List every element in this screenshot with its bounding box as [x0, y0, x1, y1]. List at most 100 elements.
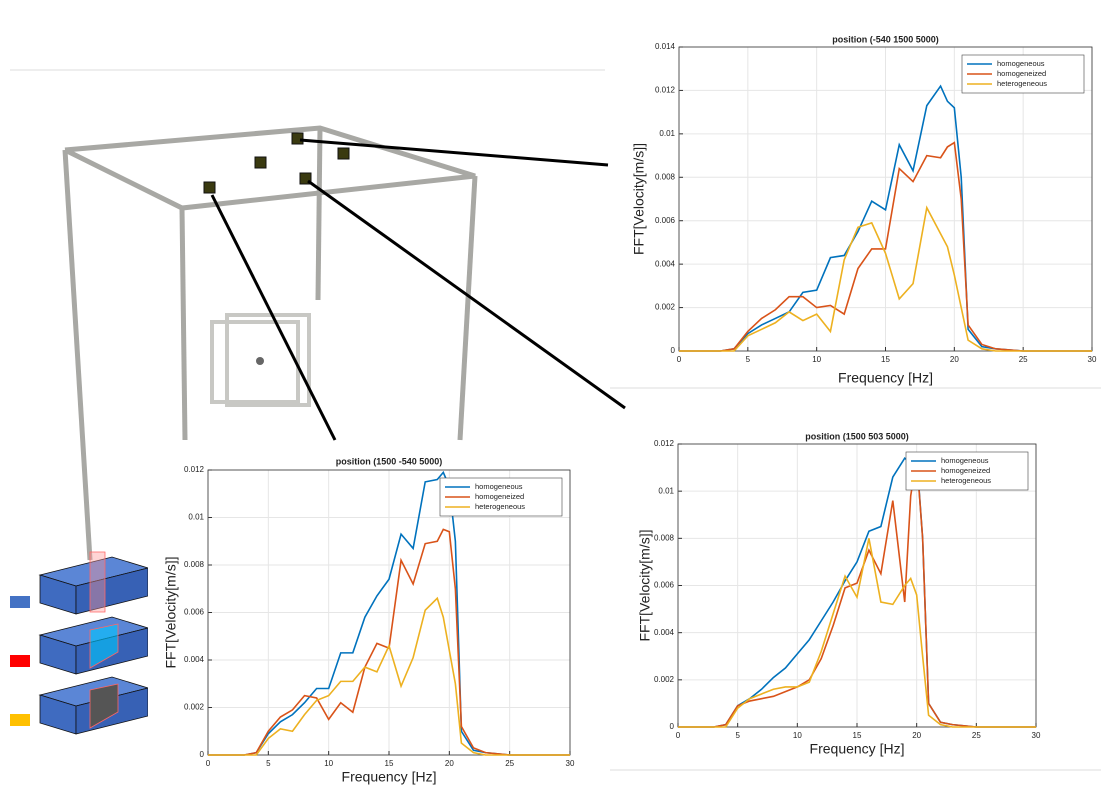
swatch [10, 655, 30, 667]
x-axis-label: Frequency [Hz] [342, 769, 437, 785]
y-tick-label: 0.002 [184, 703, 205, 712]
y-axis-label: FFT[Velocity[m/s]] [163, 556, 179, 668]
box-edge [315, 127, 323, 301]
x-tick-label: 20 [950, 355, 959, 364]
pointer [307, 179, 626, 410]
x-tick-label: 10 [812, 355, 821, 364]
y-tick-label: 0.008 [655, 172, 676, 181]
x-tick-label: 0 [206, 759, 211, 768]
receiver [299, 172, 312, 185]
y-tick-label: 0.006 [655, 216, 676, 225]
y-tick-label: 0.002 [654, 675, 675, 684]
legend-label: homogeneized [997, 69, 1046, 78]
pointer [299, 138, 609, 167]
x-tick-label: 20 [445, 759, 454, 768]
pointer [210, 194, 337, 441]
x-tick-label: 30 [1032, 731, 1041, 740]
block [38, 551, 150, 615]
legend-label: homogeneous [941, 456, 989, 465]
outer-box [62, 125, 478, 561]
y-tick-label: 0.01 [658, 486, 674, 495]
y-tick-label: 0 [200, 750, 205, 759]
x-tick-label: 5 [266, 759, 271, 768]
axes-box [207, 469, 571, 756]
inner-box [210, 313, 311, 407]
x-tick-label: 20 [912, 731, 921, 740]
receiver [254, 156, 267, 169]
x-tick-label: 5 [735, 731, 740, 740]
legend-label: homogeneized [475, 492, 524, 501]
x-tick-label: 15 [853, 731, 862, 740]
x-tick-label: 25 [972, 731, 981, 740]
legend-label: homogeneized [941, 466, 990, 475]
y-tick-label: 0.008 [654, 533, 675, 542]
inner-face [210, 320, 300, 404]
pointers [210, 138, 626, 441]
y-tick-label: 0.014 [655, 42, 676, 51]
x-axis-label: Frequency [Hz] [810, 741, 905, 757]
x-axis-label: Frequency [Hz] [838, 370, 933, 386]
x-tick-label: 0 [677, 355, 682, 364]
series-line [679, 141, 1092, 352]
y-tick-label: 0.002 [655, 303, 676, 312]
chart: 0 0.002 0.004 0.006 0.008 0.01 0.012 0 5 10 15 20 25… [618, 428, 1046, 761]
y-tick-label: 0.01 [659, 129, 675, 138]
x-tick-label: 5 [746, 355, 751, 364]
y-axis-label: FFT[Velocity[m/s]] [631, 143, 647, 255]
box-edge [62, 149, 93, 561]
x-tick-label: 15 [385, 759, 394, 768]
series-line [208, 596, 570, 756]
legend-label: homogeneous [997, 59, 1045, 68]
y-tick-label: 0.004 [654, 628, 675, 637]
x-tick-label: 30 [566, 759, 575, 768]
y-tick-label: 0.006 [654, 581, 675, 590]
x-tick-label: 0 [676, 731, 681, 740]
swatch [10, 714, 30, 726]
receiver [203, 181, 216, 194]
x-tick-label: 25 [505, 759, 514, 768]
series-line [208, 528, 570, 756]
x-tick-label: 10 [324, 759, 333, 768]
chart-title: position (1500 -540 5000) [336, 456, 443, 466]
y-tick-label: 0.008 [184, 560, 205, 569]
receiver [337, 147, 350, 160]
block [38, 676, 150, 735]
y-axis-label: FFT[Velocity[m/s]] [637, 529, 653, 641]
box-edge [179, 207, 188, 441]
legend-label: heterogeneous [997, 79, 1047, 88]
chart: 0 0.002 0.004 0.006 0.008 0.01 0.012 0.014 0 5 10 1… [619, 31, 1101, 386]
axes-box [678, 46, 1093, 352]
legend-label: heterogeneous [941, 476, 991, 485]
chart-title: position (-540 1500 5000) [832, 34, 939, 44]
y-tick-label: 0.004 [655, 259, 676, 268]
swatch [10, 596, 30, 608]
axes-box [677, 443, 1037, 728]
y-tick-label: 0 [671, 346, 676, 355]
x-tick-label: 15 [881, 355, 890, 364]
receiver [291, 132, 304, 145]
source [256, 357, 264, 365]
chart-title: position (1500 503 5000) [805, 431, 909, 441]
legend-label: homogeneous [475, 482, 523, 491]
legend-label: heterogeneous [475, 502, 525, 511]
box-edge [457, 175, 478, 441]
material-blocks [10, 551, 150, 735]
x-tick-label: 25 [1019, 355, 1028, 364]
x-tick-label: 10 [793, 731, 802, 740]
series-line [679, 205, 1092, 352]
inner-face [225, 313, 311, 407]
y-tick-label: 0.012 [184, 465, 205, 474]
series-line [678, 538, 1036, 728]
y-tick-label: 0.01 [188, 513, 204, 522]
y-tick-label: 0.006 [184, 608, 205, 617]
y-tick-label: 0.012 [654, 439, 675, 448]
block [38, 616, 150, 675]
scene-diagram [10, 69, 1101, 771]
y-tick-label: 0 [670, 722, 675, 731]
x-tick-label: 30 [1088, 355, 1097, 364]
receivers [203, 132, 350, 194]
chart: 0 0.002 0.004 0.006 0.008 0.01 0.012 0 5 10 15 20 25… [148, 454, 580, 789]
y-tick-label: 0.012 [655, 86, 676, 95]
